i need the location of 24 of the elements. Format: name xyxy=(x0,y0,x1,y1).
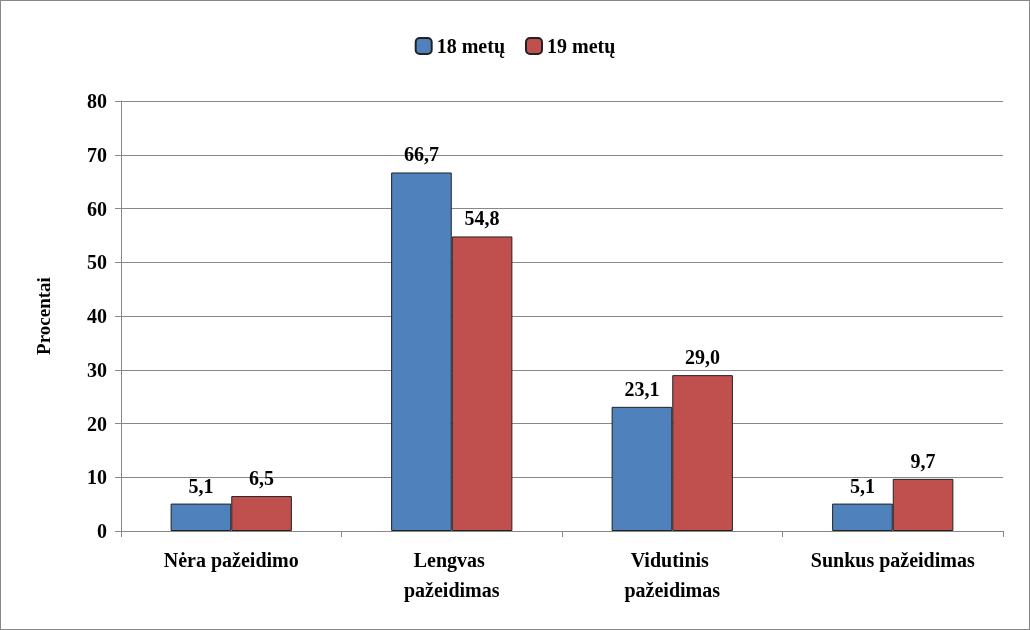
y-axis-title: Procentai xyxy=(33,277,54,355)
data-label: 23,1 xyxy=(624,377,660,400)
x-tick-label: Vidutinis pažeidimas xyxy=(624,549,721,602)
data-label: 29,0 xyxy=(685,346,721,369)
data-label: 5,1 xyxy=(849,474,875,497)
data-label: 6,5 xyxy=(249,467,275,490)
y-tick-label: 60 xyxy=(87,197,107,220)
y-tick-label: 50 xyxy=(87,251,107,274)
y-tick-label: 40 xyxy=(87,305,107,327)
data-label: 66,7 xyxy=(403,143,439,166)
data-label: 54,8 xyxy=(464,207,500,230)
legend-label: 18 metų xyxy=(436,35,506,58)
y-tick-label: 20 xyxy=(87,412,107,435)
y-tick-label: 80 xyxy=(87,90,107,112)
y-tick-label: 30 xyxy=(87,358,107,381)
x-tick-label: Sunkus pažeidimas xyxy=(810,549,975,572)
y-tick-label: 0 xyxy=(97,520,107,542)
legend-label: 19 metų xyxy=(547,35,616,58)
data-label: 9,7 xyxy=(910,449,936,472)
data-label: 5,1 xyxy=(188,474,214,497)
x-tick-label: Lengvas pažeidimas xyxy=(403,549,500,602)
y-tick-label: 70 xyxy=(87,143,107,166)
x-tick-label: Nėra pažeidimo xyxy=(163,549,299,572)
y-tick-label: 10 xyxy=(87,466,107,489)
